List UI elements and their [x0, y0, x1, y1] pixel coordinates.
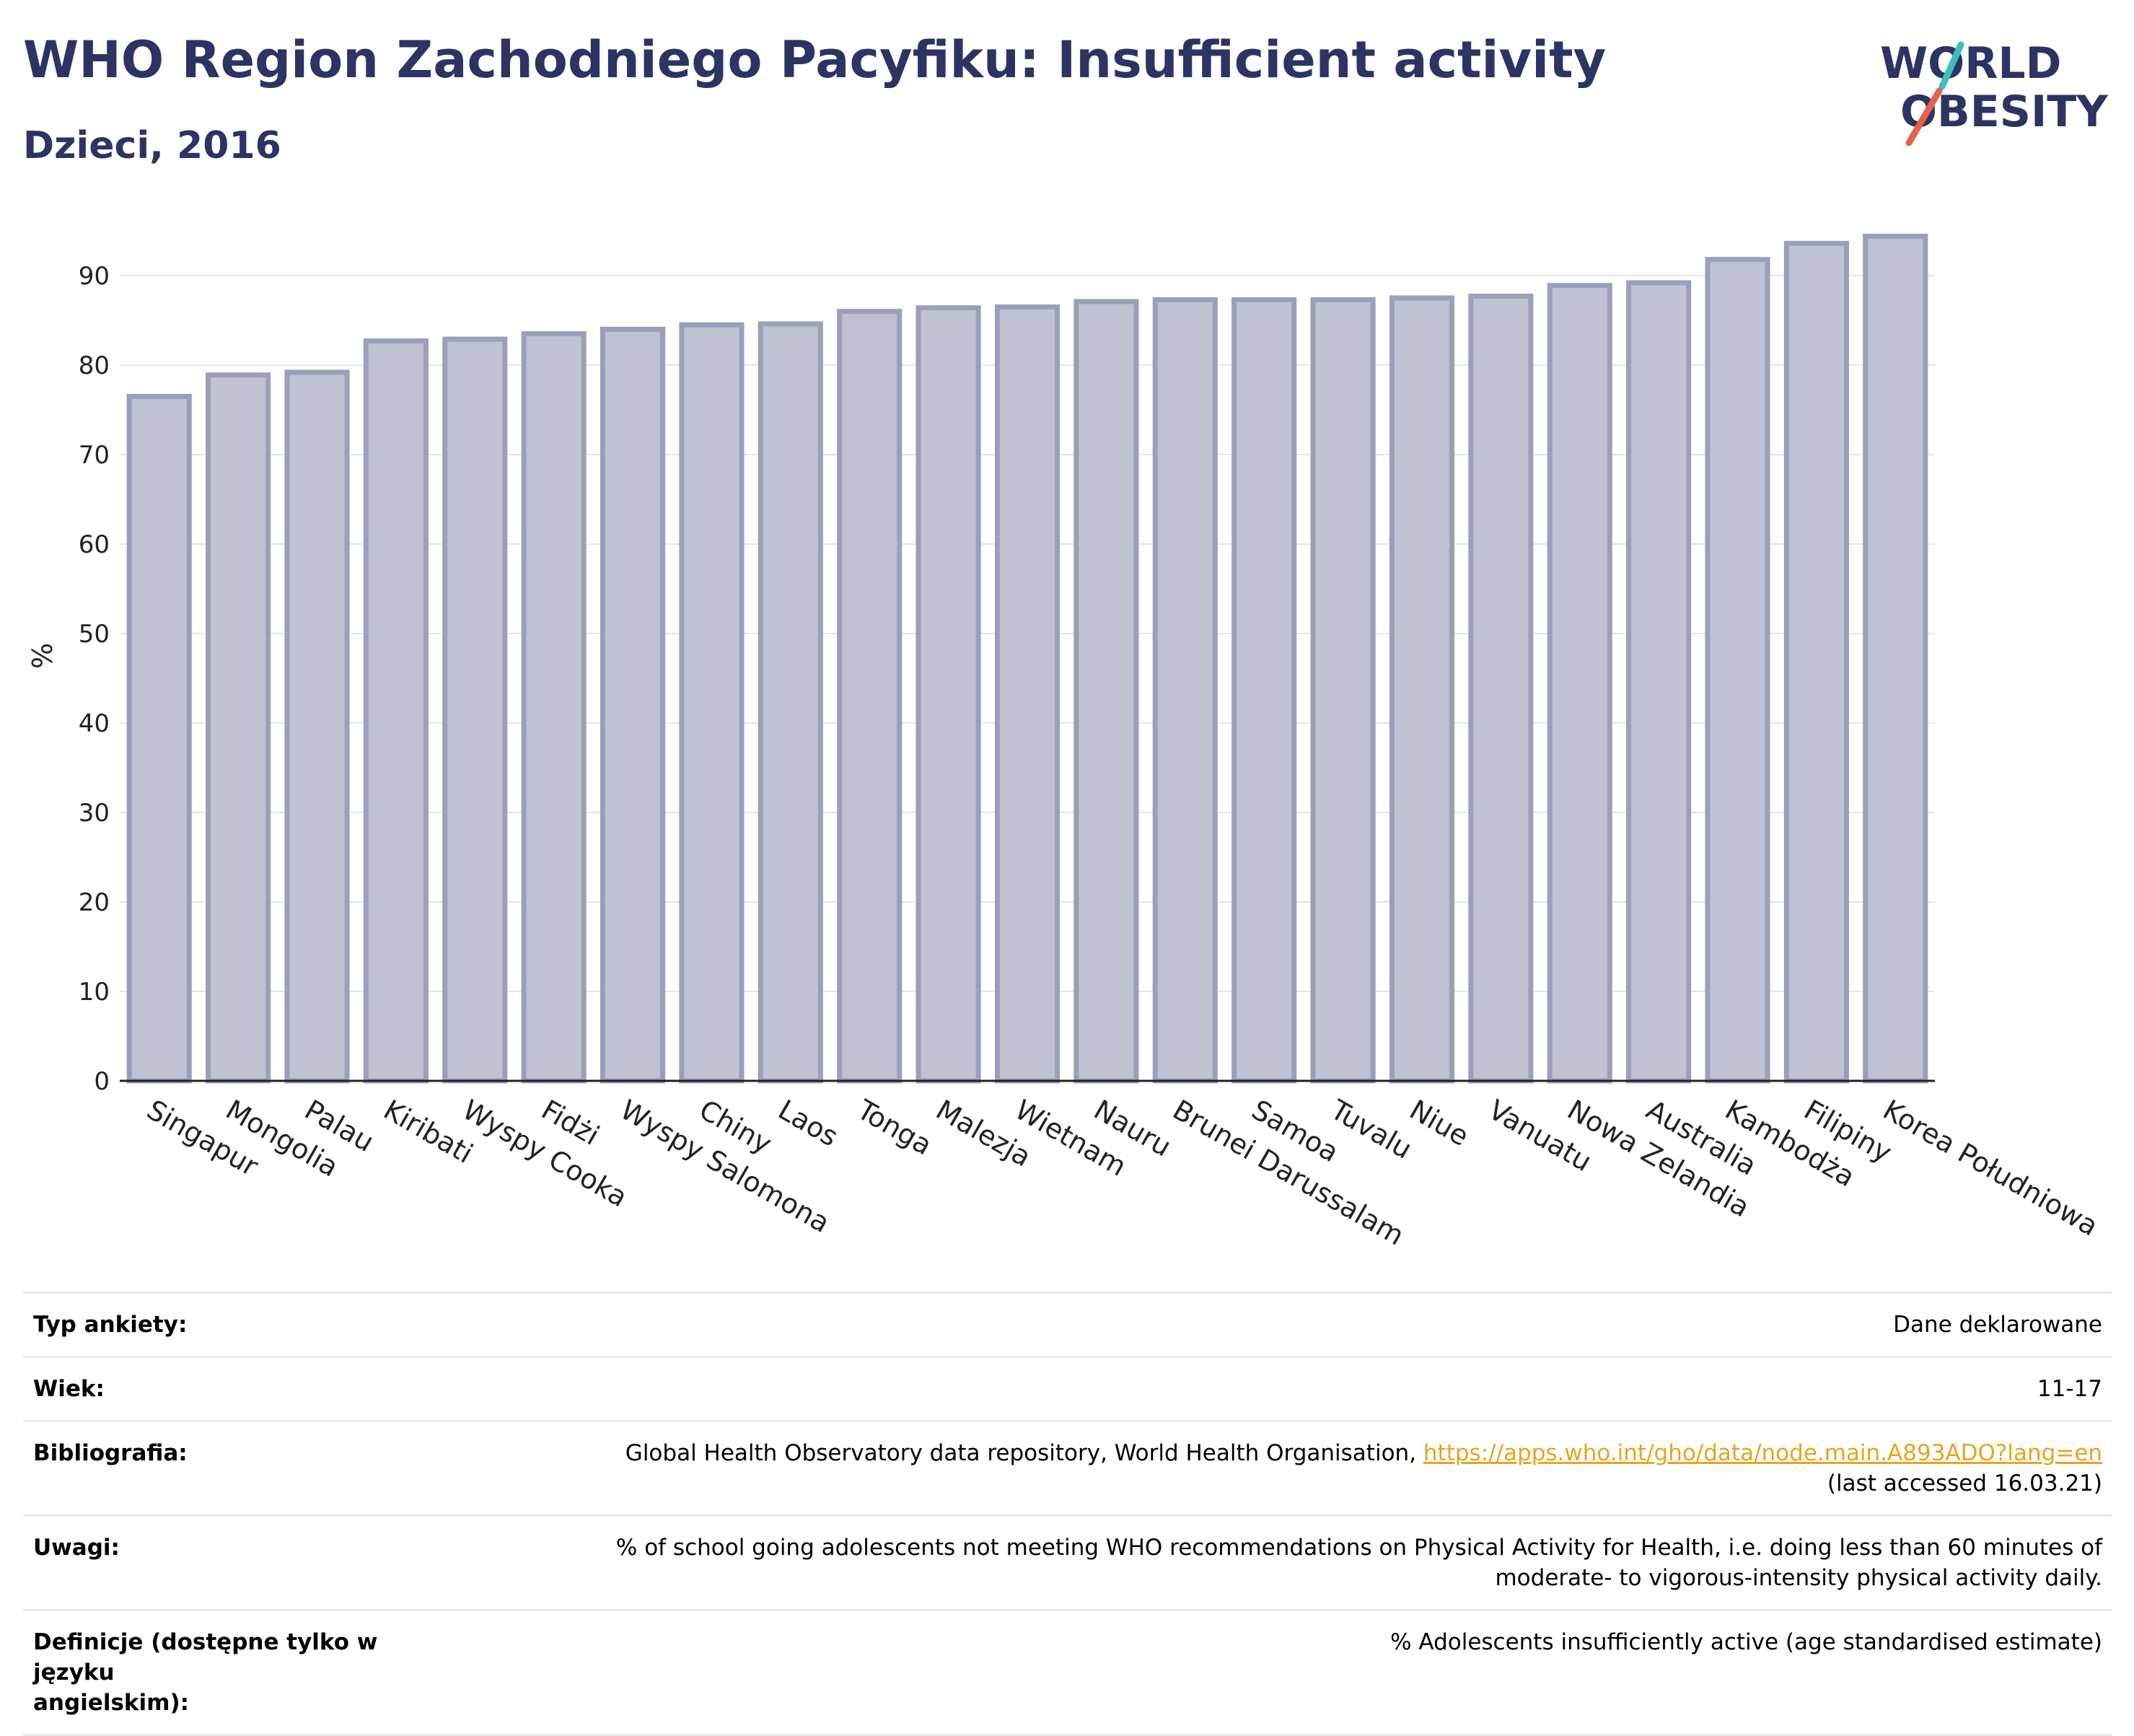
bar	[1073, 299, 1139, 1084]
meta-value-survey-type: Dane deklarowane	[447, 1292, 2112, 1357]
logo-slash-teal	[1938, 41, 1964, 90]
logo-word-world: WORLD	[1880, 38, 2061, 89]
bar-chart: 0102030405060708090%SingapurMongoliaPala…	[27, 233, 2104, 1252]
bar	[1468, 294, 1534, 1084]
x-tick-label: Tonga	[851, 1093, 937, 1161]
meta-value-definitions: % Adolescents insufficiently active (age…	[447, 1609, 2112, 1736]
y-tick-label: 50	[79, 620, 110, 649]
definitions-label-line-2: angielskim):	[33, 1690, 190, 1716]
definitions-label-line-1: Definicje (dostępne tylko w języku	[33, 1629, 378, 1685]
x-tick-label: Korea Południowa	[1878, 1094, 2104, 1242]
world-obesity-logo: WORLD OBESITY	[1880, 38, 2109, 146]
y-tick-label: 30	[79, 799, 110, 828]
bar	[1547, 283, 1612, 1084]
meta-label-bibliography: Bibliografia:	[23, 1420, 447, 1516]
meta-row-notes: Uwagi: % of school going adolescents not…	[23, 1514, 2112, 1610]
meta-value-bibliography: Global Health Observatory data repositor…	[447, 1420, 2112, 1516]
bar	[837, 309, 903, 1084]
y-tick-label: 0	[94, 1067, 110, 1096]
meta-label-survey-type: Typ ankiety:	[23, 1292, 447, 1357]
bar	[915, 305, 981, 1084]
notes-line-1: % of school going adolescents not meetin…	[615, 1535, 2102, 1561]
y-tick-label: 90	[79, 262, 110, 291]
bar	[1152, 297, 1218, 1084]
meta-value-age: 11-17	[447, 1356, 2112, 1421]
bar	[284, 369, 350, 1084]
bar	[442, 336, 508, 1084]
y-tick-label: 70	[79, 441, 110, 470]
bibliography-source: Global Health Observatory data repositor…	[625, 1440, 1417, 1466]
bibliography-accessed: (last accessed 16.03.21)	[1827, 1470, 2102, 1496]
bar	[1705, 257, 1770, 1084]
y-tick-label: 60	[79, 530, 110, 559]
meta-label-notes: Uwagi:	[23, 1514, 447, 1610]
meta-label-definitions: Definicje (dostępne tylko w języku angie…	[23, 1609, 447, 1736]
meta-row-survey-type: Typ ankiety: Dane deklarowane	[23, 1292, 2112, 1357]
logo-slash-red	[1905, 87, 1943, 146]
bar	[521, 331, 587, 1084]
bar	[600, 326, 666, 1084]
x-tick-label: Niue	[1404, 1094, 1474, 1152]
bar	[758, 321, 823, 1084]
meta-row-definitions: Definicje (dostępne tylko w języku angie…	[23, 1609, 2112, 1736]
bar	[1310, 297, 1376, 1084]
meta-row-age: Wiek: 11-17	[23, 1356, 2112, 1421]
bar	[1389, 295, 1455, 1084]
bar	[206, 372, 271, 1084]
meta-row-bibliography: Bibliografia: Global Health Observatory …	[23, 1420, 2112, 1516]
bar	[679, 322, 745, 1084]
chart-subtitle: Dzieci, 2016	[23, 124, 281, 167]
metadata-table: Typ ankiety: Dane deklarowane Wiek: 11-1…	[23, 1292, 2112, 1736]
notes-line-2: moderate- to vigorous-intensity physical…	[1495, 1565, 2102, 1591]
x-tick-label: Laos	[773, 1094, 843, 1153]
bar	[1626, 280, 1692, 1084]
bar	[1863, 233, 1928, 1084]
bar	[126, 393, 192, 1084]
bar	[994, 304, 1061, 1084]
bar	[363, 338, 429, 1084]
y-tick-label: 40	[79, 709, 110, 738]
y-tick-label: 80	[79, 351, 110, 380]
y-tick-label: 10	[79, 978, 110, 1007]
x-tick-label: Kiribati	[378, 1094, 478, 1170]
meta-value-notes: % of school going adolescents not meetin…	[447, 1514, 2112, 1610]
x-tick-label: Tuvalu	[1325, 1093, 1417, 1165]
meta-label-age: Wiek:	[23, 1356, 447, 1421]
chart-title: WHO Region Zachodniego Pacyfiku: Insuffi…	[23, 30, 1607, 89]
bar	[1783, 240, 1849, 1084]
y-tick-label: 20	[79, 888, 110, 917]
bibliography-link[interactable]: https://apps.who.int/gho/data/node.main.…	[1423, 1440, 2102, 1466]
y-axis-label: %	[27, 643, 58, 669]
bar	[1231, 297, 1297, 1084]
